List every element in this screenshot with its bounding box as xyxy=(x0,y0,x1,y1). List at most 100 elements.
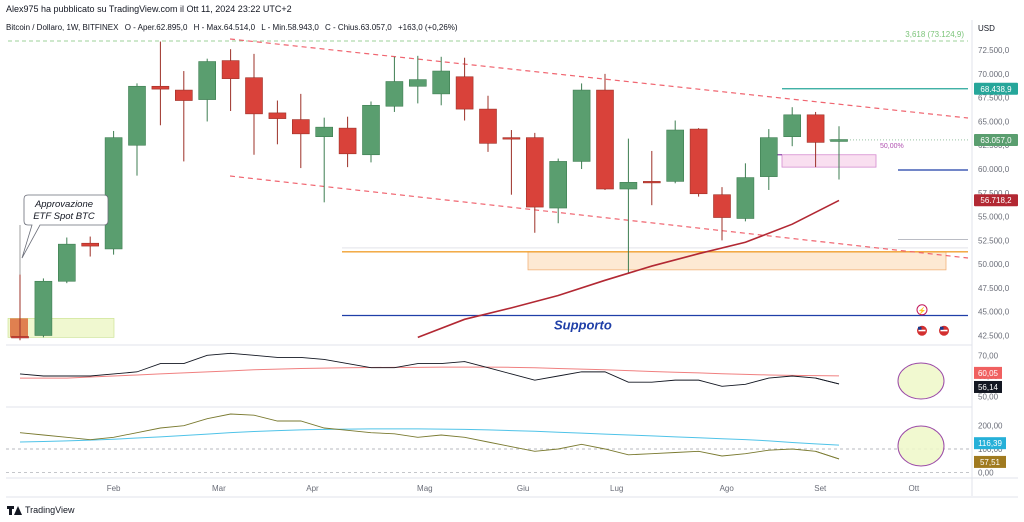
rsi-tick-label: 70,00 xyxy=(978,351,999,360)
month-tick-label: Giu xyxy=(517,484,529,493)
oscillator-value-box xyxy=(974,455,1006,468)
candle-body xyxy=(198,61,216,100)
etf-approval-zone xyxy=(7,318,115,338)
rsi-value-text: 60,05 xyxy=(978,369,999,378)
etf-marker-box xyxy=(10,318,28,338)
etf-callout-line1: Approvazione xyxy=(34,199,93,210)
drawings xyxy=(8,38,969,322)
zones xyxy=(7,154,947,338)
price-tick-label: 67.500,0 xyxy=(978,94,1010,103)
oscillator-line xyxy=(19,413,840,460)
candle-body xyxy=(338,127,357,155)
price-tick-label: 50.000,0 xyxy=(978,260,1010,269)
candle-body xyxy=(783,114,802,137)
candle-body xyxy=(81,242,99,247)
channel-lower-line xyxy=(229,175,969,259)
candle-body xyxy=(666,129,685,182)
candle-body xyxy=(806,114,825,143)
price-tick-label: 42.500,0 xyxy=(978,331,1010,340)
oscillator-average-line xyxy=(19,428,840,446)
legend-high: H - Max.64.514,0 xyxy=(193,23,256,32)
price-tick-label: 70.000,0 xyxy=(978,70,1010,79)
oscillator-highlight-circle xyxy=(897,425,945,467)
candle-body xyxy=(245,77,263,115)
month-tick-label: Ago xyxy=(720,484,735,493)
candle-body xyxy=(11,336,29,339)
support-label: Supporto xyxy=(554,318,612,333)
candle-body xyxy=(385,81,404,107)
candle-body xyxy=(362,104,380,156)
rsi-value-box xyxy=(974,366,1002,379)
channel-upper-line xyxy=(229,38,969,119)
candle-body xyxy=(34,280,53,336)
candle-body xyxy=(830,139,848,142)
moving-average-line xyxy=(417,199,840,339)
price-tick-label: 65.000,0 xyxy=(978,117,1010,126)
legend-change: +163,0 (+0,26%) xyxy=(397,23,458,32)
candle-body xyxy=(128,85,146,146)
price-label-text: 63.057,0 xyxy=(980,136,1012,145)
price-tick-label: 57.500,0 xyxy=(978,189,1010,198)
price-label-text: 68.438,9 xyxy=(980,85,1012,94)
symbol-legend: Bitcoin / Dollaro, 1W, BITFINEX O - Aper… xyxy=(6,23,462,32)
indicators xyxy=(6,199,972,473)
annotations: 50,00% Supporto 3,618 (73.124,9) Approvazio… xyxy=(21,30,964,467)
flag-canton xyxy=(940,326,944,330)
candle-body xyxy=(572,89,591,162)
price-label-box xyxy=(974,133,1018,146)
candle-body xyxy=(502,137,521,140)
legend-symbol: Bitcoin / Dollaro, 1W, BITFINEX xyxy=(6,23,119,32)
publish-header: Alex975 ha pubblicato su TradingView.com… xyxy=(6,4,292,14)
rsi-average-line xyxy=(20,366,840,379)
lightning-glyph: ⚡ xyxy=(918,306,927,315)
candle-body xyxy=(619,182,638,190)
candle-body xyxy=(268,112,287,119)
fib-extension-label: 3,618 (73.124,9) xyxy=(905,30,964,39)
etf-callout-line2: ETF Spot BTC xyxy=(33,211,95,222)
candle-body xyxy=(759,137,778,177)
candle-body xyxy=(408,79,427,87)
price-tick-label: 52.500,0 xyxy=(978,236,1010,245)
candle-body xyxy=(455,76,474,110)
price-tick-label: 60.000,0 xyxy=(978,165,1010,174)
rsi-value-box xyxy=(974,380,1002,393)
month-tick-label: Ott xyxy=(909,484,920,493)
oscillator-tick-label: 0,00 xyxy=(978,468,994,477)
month-tick-label: Lug xyxy=(610,484,623,493)
candle-body xyxy=(596,89,614,190)
price-tick-label: 55.000,0 xyxy=(978,213,1010,222)
candle-body xyxy=(736,177,755,219)
tradingview-brand: TradingView xyxy=(7,505,75,515)
price-label-text: 56.718,2 xyxy=(980,196,1012,205)
month-tick-label: Mar xyxy=(212,484,226,493)
rsi-highlight-circle xyxy=(897,362,945,400)
flag-canton xyxy=(918,326,922,330)
price-tick-label: 47.500,0 xyxy=(978,284,1010,293)
oscillator-value-text: 57,51 xyxy=(980,458,1001,467)
candle-body xyxy=(642,181,661,184)
candle-body xyxy=(57,243,76,282)
price-label-box xyxy=(974,194,1018,207)
oscillator-value-box xyxy=(974,437,1006,450)
candle-body xyxy=(689,128,708,195)
fib-zone xyxy=(781,154,877,168)
oscillator-tick-label: 100,00 xyxy=(978,445,1003,454)
demand-zone xyxy=(527,251,947,271)
axes: USD72.500,070.000,067.500,065.000,062.50… xyxy=(6,20,1018,498)
candles xyxy=(11,41,848,341)
flag-stripe xyxy=(918,329,926,332)
candle-body xyxy=(479,108,497,144)
legend-open: O - Aper.62.895,0 xyxy=(124,23,188,32)
month-tick-label: Mag xyxy=(417,484,433,493)
candle-body xyxy=(549,161,568,209)
flag-stripe xyxy=(940,329,948,332)
month-tick-label: Set xyxy=(814,484,827,493)
candle-body xyxy=(713,194,731,218)
fib-50-label: 50,00% xyxy=(880,143,904,150)
month-tick-label: Apr xyxy=(306,484,319,493)
legend-close: C - Chius.63.057,0 xyxy=(325,23,392,32)
candle-body xyxy=(221,60,240,79)
lightning-event-icon xyxy=(916,304,928,316)
rsi-line xyxy=(19,352,840,387)
